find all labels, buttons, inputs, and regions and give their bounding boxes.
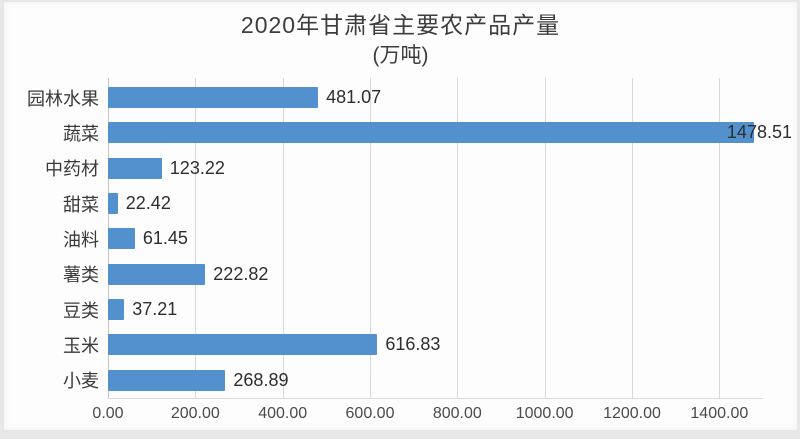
plot-area: 园林水果 481.07 蔬菜 1478.51 中药材 123.22 甜菜 22.42 油料 61.…: [27, 78, 792, 399]
bar-row: 玉米 616.83: [63, 327, 763, 362]
value-label: 37.21: [132, 299, 178, 320]
bar-chart-card: 2020年甘肃省主要农产品产量 (万吨) 园林水果 481.07 蔬菜 1478.51…: [4, 2, 797, 430]
x-tick-label: 800.00: [432, 405, 482, 422]
value-label: 481.07: [326, 87, 382, 108]
gridline: [370, 78, 371, 398]
bar: [108, 193, 118, 215]
x-tick-label: 1000.00: [515, 405, 574, 422]
bar: [108, 263, 206, 285]
chart-title: 2020年甘肃省主要农产品产量: [240, 12, 561, 38]
gridline: [632, 78, 633, 398]
x-axis: 0.00 200.00 400.00 600.00 800.00 1000.00 1200.…: [92, 405, 763, 429]
value-label: 222.82: [213, 263, 269, 284]
gridline: [195, 78, 197, 398]
gridline: [282, 78, 284, 398]
chart-title-block: 2020年甘肃省主要农产品产量 (万吨): [4, 12, 797, 68]
bar-row: 甜菜 22.42: [63, 186, 763, 221]
bar-row: 油料 61.45: [63, 221, 763, 256]
bar-row: 薯类 222.82: [63, 257, 763, 292]
value-label: 123.22: [169, 157, 225, 178]
value-label: 616.83: [385, 334, 441, 355]
category-label: 甜菜: [63, 194, 99, 215]
category-label: 豆类: [63, 300, 99, 321]
bar: [108, 369, 226, 391]
bar: [108, 299, 125, 321]
bar: [108, 87, 319, 109]
gridline: [719, 78, 721, 398]
x-tick-label: 0.00: [92, 405, 124, 422]
bar-row: 中药材 123.22: [45, 151, 763, 186]
x-tick-label: 1400.00: [690, 405, 749, 422]
chart-subtitle: (万吨): [372, 43, 429, 67]
x-tick-label: 1200.00: [603, 405, 661, 422]
bar-row: 园林水果 481.07: [27, 80, 763, 115]
category-label: 园林水果: [27, 88, 99, 109]
category-label: 油料: [63, 229, 99, 250]
category-label: 小麦: [63, 371, 99, 392]
value-label: 61.45: [142, 228, 188, 249]
gridline: [457, 78, 459, 398]
x-tick-label: 600.00: [345, 405, 395, 422]
value-label: 268.89: [233, 369, 289, 390]
x-tick-label: 200.00: [170, 405, 220, 422]
bar-row: 小麦 268.89: [63, 363, 763, 398]
bar: [108, 122, 754, 144]
category-label: 薯类: [63, 265, 99, 286]
bar-row: 豆类 37.21: [63, 292, 763, 327]
value-label: 22.42: [125, 193, 171, 214]
category-label: 中药材: [45, 159, 99, 180]
bar: [108, 157, 162, 179]
value-label: 1478.51: [726, 122, 792, 143]
x-tick-label: 400.00: [258, 405, 308, 422]
category-label: 玉米: [63, 335, 99, 356]
bar: [108, 228, 135, 250]
bar-row: 蔬菜 1478.51: [63, 115, 792, 150]
category-label: 蔬菜: [63, 123, 99, 144]
gridline: [544, 78, 546, 398]
bar: [108, 334, 378, 356]
